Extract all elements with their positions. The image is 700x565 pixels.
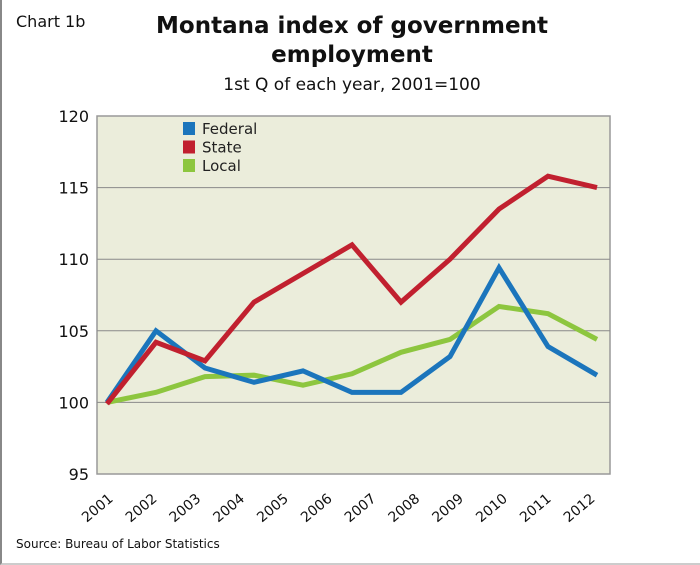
x-tick-label: 2002 (123, 491, 161, 526)
plot-area (96, 115, 611, 475)
y-tick-label: 110 (58, 250, 89, 269)
legend-swatch-federal (183, 122, 195, 135)
y-tick-label: 115 (58, 179, 89, 198)
x-tick-label: 2003 (167, 491, 205, 526)
legend-label-federal: Federal (202, 120, 257, 138)
legend-swatch-state (183, 140, 195, 154)
y-tick-label: 95 (69, 465, 89, 484)
chart-subtitle: 1st Q of each year, 2001=100 (223, 75, 481, 95)
x-tick-label: 2012 (561, 491, 599, 526)
x-tick-label: 2005 (254, 491, 292, 526)
x-tick-label: 2006 (298, 491, 336, 526)
x-tick-label: 2001 (79, 491, 117, 526)
x-tick-label: 2009 (429, 491, 467, 526)
x-tick-label: 2010 (473, 491, 511, 526)
y-tick-label: 100 (58, 393, 89, 412)
x-tick-label: 2004 (210, 491, 248, 526)
x-tick-label: 2007 (342, 491, 380, 526)
legend-label-state: State (202, 139, 242, 157)
legend-label-local: Local (202, 157, 241, 175)
x-tick-label: 2008 (386, 491, 424, 526)
chart-title: Montana index of government employment (156, 13, 548, 68)
legend-swatch-local (183, 159, 195, 172)
y-tick-label: 105 (58, 322, 89, 341)
chart-number-label: Chart 1b (16, 12, 86, 31)
source-note: Source: Bureau of Labor Statistics (16, 537, 220, 551)
x-tick-label: 2011 (517, 491, 555, 526)
y-tick-label: 120 (58, 107, 89, 126)
